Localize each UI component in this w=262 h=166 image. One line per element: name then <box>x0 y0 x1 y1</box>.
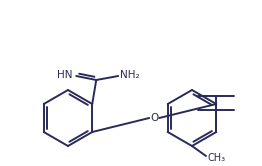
Text: NH₂: NH₂ <box>120 70 140 80</box>
Text: CH₃: CH₃ <box>208 153 226 163</box>
Text: O: O <box>150 113 158 123</box>
Text: HN: HN <box>57 70 72 80</box>
